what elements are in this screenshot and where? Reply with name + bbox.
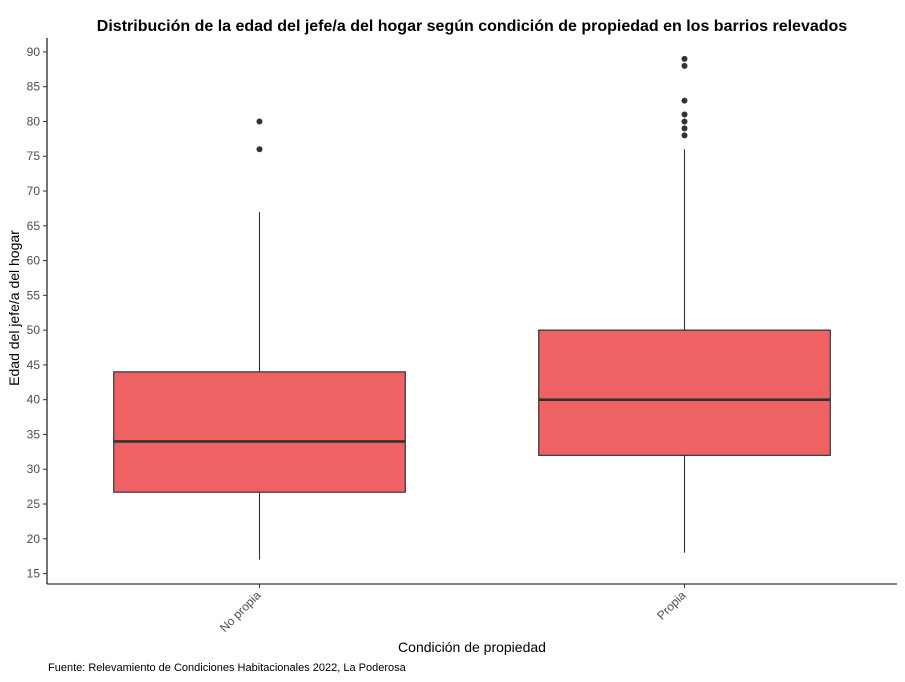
outlier-point [681, 132, 688, 139]
y-tick-label: 15 [27, 567, 41, 581]
box-2 [538, 329, 831, 456]
y-tick-label: 20 [27, 532, 41, 546]
source-caption: Fuente: Relevamiento de Condiciones Habi… [48, 662, 407, 674]
x-axis-title: Condición de propiedad [398, 639, 546, 655]
outlier-point [256, 146, 263, 153]
outlier-point [681, 55, 688, 62]
y-tick-label: 35 [27, 427, 41, 441]
y-tick-label: 45 [27, 358, 41, 372]
outlier-point [681, 118, 688, 125]
y-tick-label: 80 [27, 114, 41, 128]
y-tick-label: 85 [27, 80, 41, 94]
y-tick-label: 40 [27, 393, 41, 407]
outlier-point [681, 97, 688, 104]
plot-area: 15 20 25 30 35 40 45 50 55 60 65 70 75 80 85 90 No propi… [27, 38, 897, 635]
chart-title: Distribución de la edad del jefe/a del h… [97, 18, 847, 35]
y-tick-label: 70 [27, 184, 41, 198]
x-tick-label: No propia [217, 588, 264, 635]
y-tick-label: 65 [27, 219, 41, 233]
y-tick-label: 30 [27, 462, 41, 476]
y-tick-label: 25 [27, 497, 41, 511]
outlier-point [681, 125, 688, 132]
y-tick-label: 75 [27, 149, 41, 163]
y-tick-label: 55 [27, 288, 41, 302]
outlier-point [681, 62, 688, 69]
y-axis-title: Edad del jefe/a del hogar [6, 230, 22, 386]
box-1 [113, 371, 406, 493]
y-tick-label: 90 [27, 45, 41, 59]
outlier-point [256, 118, 263, 125]
y-tick-label: 50 [27, 323, 41, 337]
x-tick-label: Propia [654, 588, 689, 623]
y-tick-label: 60 [27, 254, 41, 268]
outlier-point [681, 111, 688, 118]
